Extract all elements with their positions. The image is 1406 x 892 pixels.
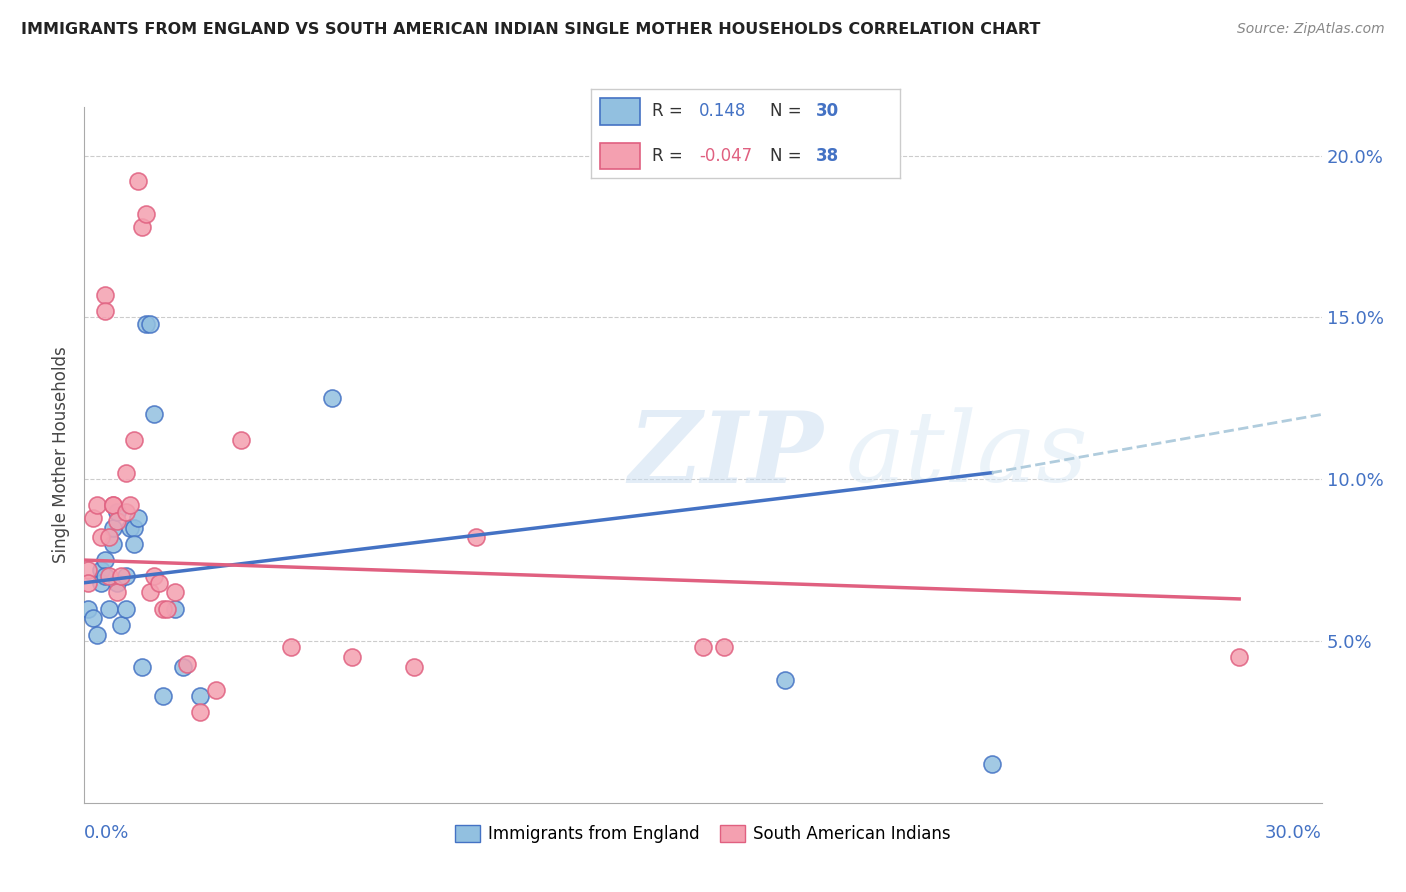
Text: 38: 38 — [817, 147, 839, 165]
Text: 0.148: 0.148 — [699, 103, 747, 120]
Point — [139, 317, 162, 331]
Point — [105, 504, 128, 518]
FancyBboxPatch shape — [600, 143, 640, 169]
Point — [105, 585, 128, 599]
Point — [90, 575, 112, 590]
Point — [148, 575, 170, 590]
Point — [103, 537, 125, 551]
Point — [229, 434, 252, 448]
Point — [131, 219, 153, 234]
Point — [103, 498, 125, 512]
Point — [77, 575, 100, 590]
Point — [139, 585, 162, 599]
Text: N =: N = — [770, 103, 807, 120]
Text: R =: R = — [652, 147, 689, 165]
Text: ZIP: ZIP — [628, 407, 824, 503]
Point — [127, 174, 149, 188]
Point — [122, 537, 145, 551]
Point — [143, 569, 166, 583]
Point — [86, 498, 108, 512]
Point — [176, 657, 198, 671]
Point — [143, 408, 166, 422]
Text: R =: R = — [652, 103, 689, 120]
Point — [165, 601, 187, 615]
Point — [188, 705, 211, 719]
Point — [172, 660, 194, 674]
Text: 0.0%: 0.0% — [84, 823, 129, 842]
Point — [114, 601, 136, 615]
Point — [156, 601, 179, 615]
Point — [105, 575, 128, 590]
Point — [94, 553, 117, 567]
Point — [86, 627, 108, 641]
Point — [90, 563, 112, 577]
Y-axis label: Single Mother Households: Single Mother Households — [52, 347, 70, 563]
FancyBboxPatch shape — [600, 98, 640, 125]
Point — [103, 498, 125, 512]
Point — [94, 287, 117, 301]
Point — [135, 317, 157, 331]
Point — [114, 466, 136, 480]
Point — [114, 504, 136, 518]
Point — [188, 689, 211, 703]
Point — [465, 531, 488, 545]
Point — [321, 392, 343, 406]
Point — [127, 511, 149, 525]
Text: IMMIGRANTS FROM ENGLAND VS SOUTH AMERICAN INDIAN SINGLE MOTHER HOUSEHOLDS CORREL: IMMIGRANTS FROM ENGLAND VS SOUTH AMERICA… — [21, 22, 1040, 37]
Point — [98, 601, 121, 615]
Point — [82, 611, 104, 625]
Point — [77, 563, 100, 577]
Point — [692, 640, 714, 655]
Point — [122, 521, 145, 535]
Point — [105, 514, 128, 528]
Point — [110, 617, 132, 632]
Point — [980, 756, 1002, 771]
Point — [404, 660, 426, 674]
Point — [342, 650, 364, 665]
Point — [114, 569, 136, 583]
Text: atlas: atlas — [845, 408, 1088, 502]
Point — [713, 640, 735, 655]
Point — [98, 569, 121, 583]
Text: N =: N = — [770, 147, 807, 165]
Point — [82, 511, 104, 525]
Point — [103, 521, 125, 535]
Point — [775, 673, 797, 687]
Point — [118, 521, 141, 535]
Text: -0.047: -0.047 — [699, 147, 752, 165]
Point — [152, 601, 174, 615]
Point — [131, 660, 153, 674]
Point — [135, 207, 157, 221]
Text: 30: 30 — [817, 103, 839, 120]
Point — [152, 689, 174, 703]
Point — [110, 569, 132, 583]
Point — [118, 498, 141, 512]
Point — [94, 304, 117, 318]
Text: Source: ZipAtlas.com: Source: ZipAtlas.com — [1237, 22, 1385, 37]
Point — [77, 601, 100, 615]
Point — [165, 585, 187, 599]
Legend: Immigrants from England, South American Indians: Immigrants from England, South American … — [449, 819, 957, 850]
Point — [94, 569, 117, 583]
Point — [205, 682, 228, 697]
Text: 30.0%: 30.0% — [1265, 823, 1322, 842]
Point — [98, 531, 121, 545]
Point — [1227, 650, 1250, 665]
Point — [280, 640, 302, 655]
Point — [122, 434, 145, 448]
Point — [90, 531, 112, 545]
